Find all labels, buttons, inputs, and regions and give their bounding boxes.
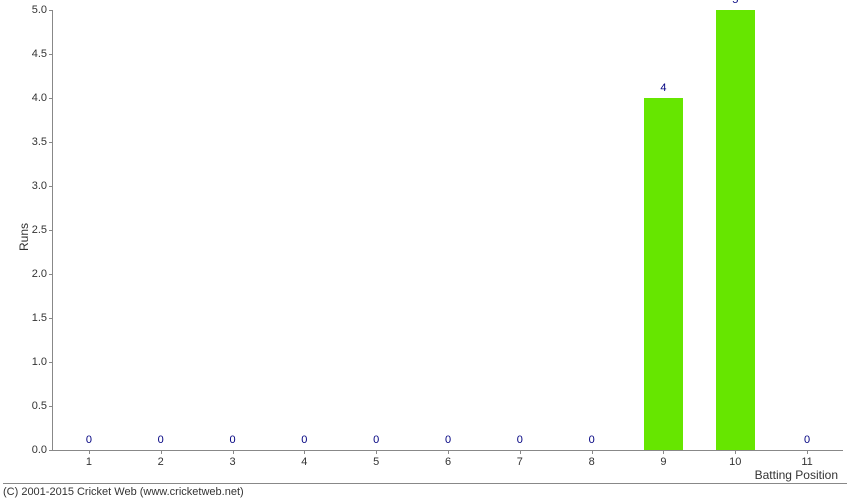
bar xyxy=(716,10,755,450)
x-tick-mark xyxy=(304,450,305,454)
y-tick-mark xyxy=(49,318,53,319)
x-tick-label: 6 xyxy=(445,456,451,468)
y-tick-label: 3.0 xyxy=(32,180,47,192)
x-tick-mark xyxy=(663,450,664,454)
y-tick-mark xyxy=(49,274,53,275)
y-tick-mark xyxy=(49,230,53,231)
x-tick-mark xyxy=(233,450,234,454)
x-tick-label: 10 xyxy=(729,456,741,468)
bar xyxy=(644,98,683,450)
y-tick-label: 0.0 xyxy=(32,444,47,456)
y-tick-mark xyxy=(49,362,53,363)
y-tick-mark xyxy=(49,10,53,11)
value-label: 0 xyxy=(86,434,92,446)
y-tick-mark xyxy=(49,406,53,407)
y-tick-label: 5.0 xyxy=(32,4,47,16)
y-tick-mark xyxy=(49,450,53,451)
x-tick-label: 9 xyxy=(660,456,666,468)
value-label: 0 xyxy=(158,434,164,446)
x-tick-label: 1 xyxy=(86,456,92,468)
x-tick-label: 11 xyxy=(801,456,812,468)
x-tick-label: 3 xyxy=(229,456,235,468)
x-tick-label: 4 xyxy=(301,456,307,468)
x-axis-label: Batting Position xyxy=(755,468,838,482)
y-tick-mark xyxy=(49,54,53,55)
plot-area: 0.00.51.01.52.02.53.03.54.04.55.01020304… xyxy=(52,10,843,451)
y-tick-label: 4.5 xyxy=(32,48,47,60)
x-tick-mark xyxy=(376,450,377,454)
value-label: 0 xyxy=(301,434,307,446)
value-label: 0 xyxy=(229,434,235,446)
y-axis-label: Runs xyxy=(17,223,31,251)
x-tick-mark xyxy=(807,450,808,454)
x-tick-label: 8 xyxy=(589,456,595,468)
chart-container: 0.00.51.01.52.02.53.03.54.04.55.01020304… xyxy=(0,0,850,500)
value-label: 5 xyxy=(732,0,738,6)
y-tick-label: 1.5 xyxy=(32,312,47,324)
value-label: 4 xyxy=(660,82,666,94)
y-tick-label: 2.0 xyxy=(32,268,47,280)
value-label: 0 xyxy=(517,434,523,446)
value-label: 0 xyxy=(373,434,379,446)
x-tick-label: 7 xyxy=(517,456,523,468)
value-label: 0 xyxy=(589,434,595,446)
y-tick-mark xyxy=(49,98,53,99)
y-tick-label: 4.0 xyxy=(32,92,47,104)
x-tick-mark xyxy=(448,450,449,454)
x-tick-label: 2 xyxy=(158,456,164,468)
x-tick-label: 5 xyxy=(373,456,379,468)
x-tick-mark xyxy=(735,450,736,454)
y-tick-label: 1.0 xyxy=(32,356,47,368)
y-tick-label: 2.5 xyxy=(32,224,47,236)
y-tick-label: 0.5 xyxy=(32,400,47,412)
x-tick-mark xyxy=(520,450,521,454)
x-tick-mark xyxy=(161,450,162,454)
y-tick-label: 3.5 xyxy=(32,136,47,148)
y-tick-mark xyxy=(49,142,53,143)
x-tick-mark xyxy=(592,450,593,454)
y-tick-mark xyxy=(49,186,53,187)
x-tick-mark xyxy=(89,450,90,454)
value-label: 0 xyxy=(445,434,451,446)
copyright-text: (C) 2001-2015 Cricket Web (www.cricketwe… xyxy=(3,483,847,498)
value-label: 0 xyxy=(804,434,810,446)
